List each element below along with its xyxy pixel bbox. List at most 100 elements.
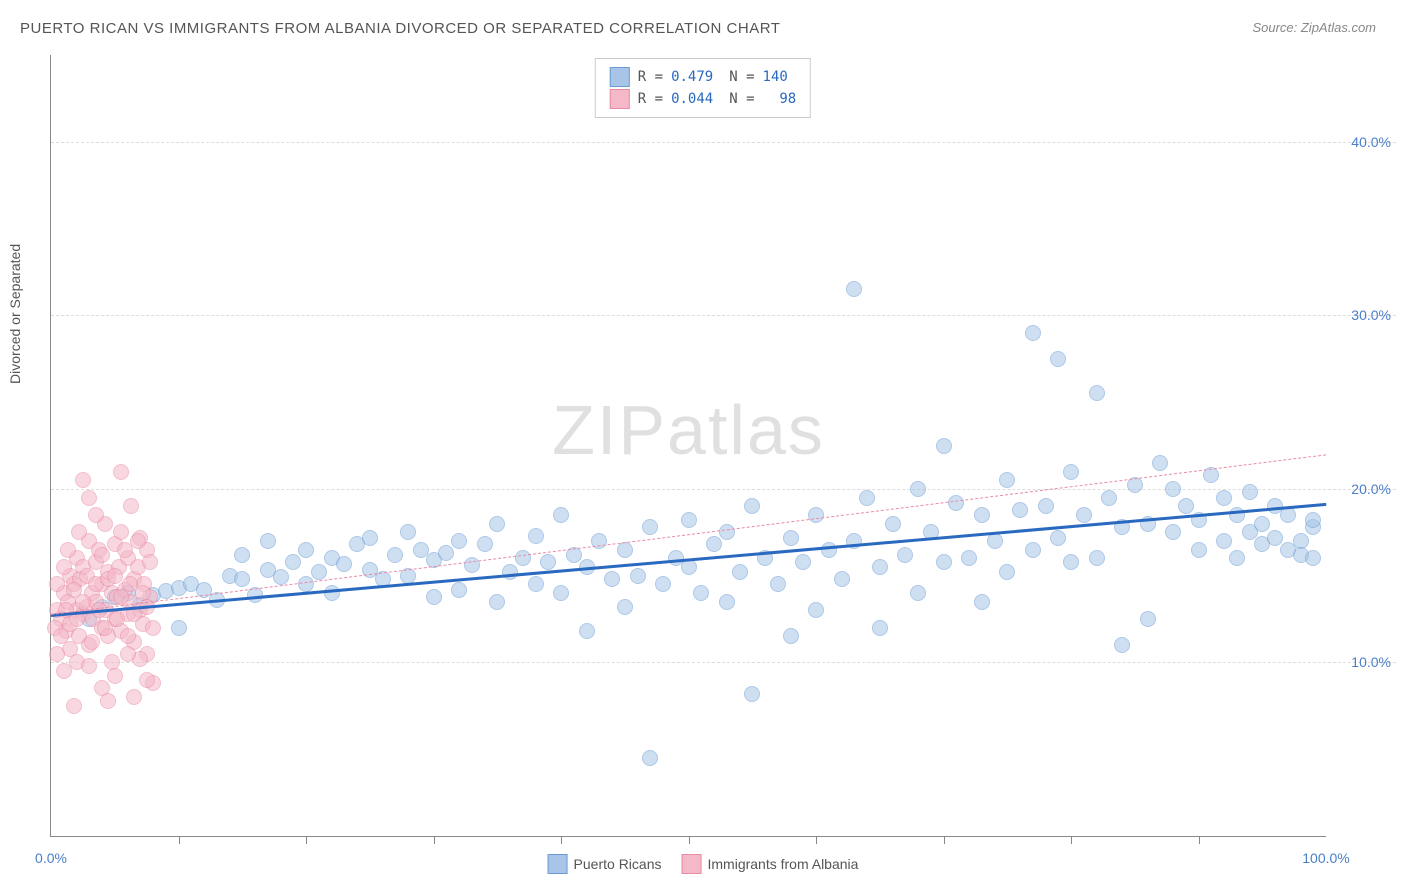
gridline <box>51 489 1396 490</box>
scatter-point <box>1229 550 1245 566</box>
scatter-point <box>528 528 544 544</box>
scatter-point <box>438 545 454 561</box>
scatter-point <box>126 689 142 705</box>
scatter-point <box>744 686 760 702</box>
scatter-point <box>489 516 505 532</box>
legend-r-label: R = <box>638 69 663 85</box>
scatter-point <box>362 530 378 546</box>
scatter-point <box>999 472 1015 488</box>
y-tick-label: 40.0% <box>1351 134 1391 150</box>
scatter-point <box>617 599 633 615</box>
scatter-point <box>1191 542 1207 558</box>
legend-r-value-1: 0.479 <box>671 69 713 85</box>
scatter-point <box>540 554 556 570</box>
scatter-point <box>1025 325 1041 341</box>
scatter-point <box>1050 351 1066 367</box>
scatter-point <box>1267 530 1283 546</box>
scatter-point <box>1012 502 1028 518</box>
scatter-point <box>66 698 82 714</box>
scatter-point <box>1063 554 1079 570</box>
scatter-point <box>1038 498 1054 514</box>
scatter-point <box>260 533 276 549</box>
scatter-point <box>1063 464 1079 480</box>
scatter-point <box>936 438 952 454</box>
scatter-point <box>732 564 748 580</box>
scatter-point <box>100 693 116 709</box>
scatter-point <box>142 554 158 570</box>
legend-n-label: N = <box>729 91 754 107</box>
legend-n-label: N = <box>729 69 754 85</box>
scatter-point <box>604 571 620 587</box>
scatter-point <box>451 533 467 549</box>
scatter-point <box>974 594 990 610</box>
scatter-point <box>579 623 595 639</box>
x-tick-label: 0.0% <box>35 850 67 866</box>
scatter-point <box>502 564 518 580</box>
y-axis-label: Divorced or Separated <box>7 244 23 384</box>
x-tick <box>1071 836 1072 844</box>
legend-item-albania: Immigrants from Albania <box>681 854 858 874</box>
x-tick <box>816 836 817 844</box>
scatter-point <box>298 542 314 558</box>
scatter-point <box>872 620 888 636</box>
scatter-point <box>885 516 901 532</box>
watermark: ZIPatlas <box>552 390 825 470</box>
legend-series: Puerto Ricans Immigrants from Albania <box>548 854 859 874</box>
scatter-point <box>1076 507 1092 523</box>
scatter-point <box>426 589 442 605</box>
scatter-point <box>1242 484 1258 500</box>
x-tick <box>179 836 180 844</box>
scatter-point <box>783 530 799 546</box>
scatter-point <box>999 564 1015 580</box>
scatter-point <box>130 533 146 549</box>
scatter-point <box>113 524 129 540</box>
scatter-point <box>1152 455 1168 471</box>
legend-swatch-pink <box>610 89 630 109</box>
scatter-point <box>75 594 91 610</box>
y-tick-label: 20.0% <box>1351 481 1391 497</box>
watermark-atlas: atlas <box>667 391 825 469</box>
scatter-point <box>400 524 416 540</box>
scatter-point <box>1101 490 1117 506</box>
scatter-point <box>974 507 990 523</box>
gridline <box>51 662 1396 663</box>
scatter-point <box>987 533 1003 549</box>
scatter-point <box>1165 481 1181 497</box>
scatter-point <box>1114 637 1130 653</box>
legend-label: Immigrants from Albania <box>707 856 858 872</box>
scatter-point <box>642 750 658 766</box>
scatter-point <box>681 512 697 528</box>
x-tick <box>944 836 945 844</box>
scatter-point <box>961 550 977 566</box>
scatter-point <box>120 646 136 662</box>
scatter-point <box>1216 490 1232 506</box>
watermark-zip: ZIP <box>552 391 667 469</box>
scatter-point <box>88 507 104 523</box>
scatter-point <box>859 490 875 506</box>
legend-swatch-pink <box>681 854 701 874</box>
trend-line <box>51 454 1326 615</box>
scatter-point <box>81 490 97 506</box>
scatter-point <box>821 542 837 558</box>
scatter-point <box>107 568 123 584</box>
scatter-point <box>49 576 65 592</box>
scatter-point <box>139 672 155 688</box>
scatter-point <box>846 281 862 297</box>
gridline <box>51 315 1396 316</box>
scatter-point <box>617 542 633 558</box>
scatter-point <box>808 602 824 618</box>
scatter-point <box>948 495 964 511</box>
legend-swatch-blue <box>548 854 568 874</box>
legend-r-value-2: 0.044 <box>671 91 713 107</box>
x-tick-label: 100.0% <box>1302 850 1349 866</box>
x-tick <box>561 836 562 844</box>
scatter-point <box>298 576 314 592</box>
scatter-point <box>336 556 352 572</box>
scatter-point <box>744 498 760 514</box>
legend-n-value-2: 98 <box>763 91 797 107</box>
scatter-point <box>528 576 544 592</box>
scatter-point <box>1305 512 1321 528</box>
x-tick <box>434 836 435 844</box>
scatter-point <box>808 507 824 523</box>
scatter-point <box>1089 385 1105 401</box>
